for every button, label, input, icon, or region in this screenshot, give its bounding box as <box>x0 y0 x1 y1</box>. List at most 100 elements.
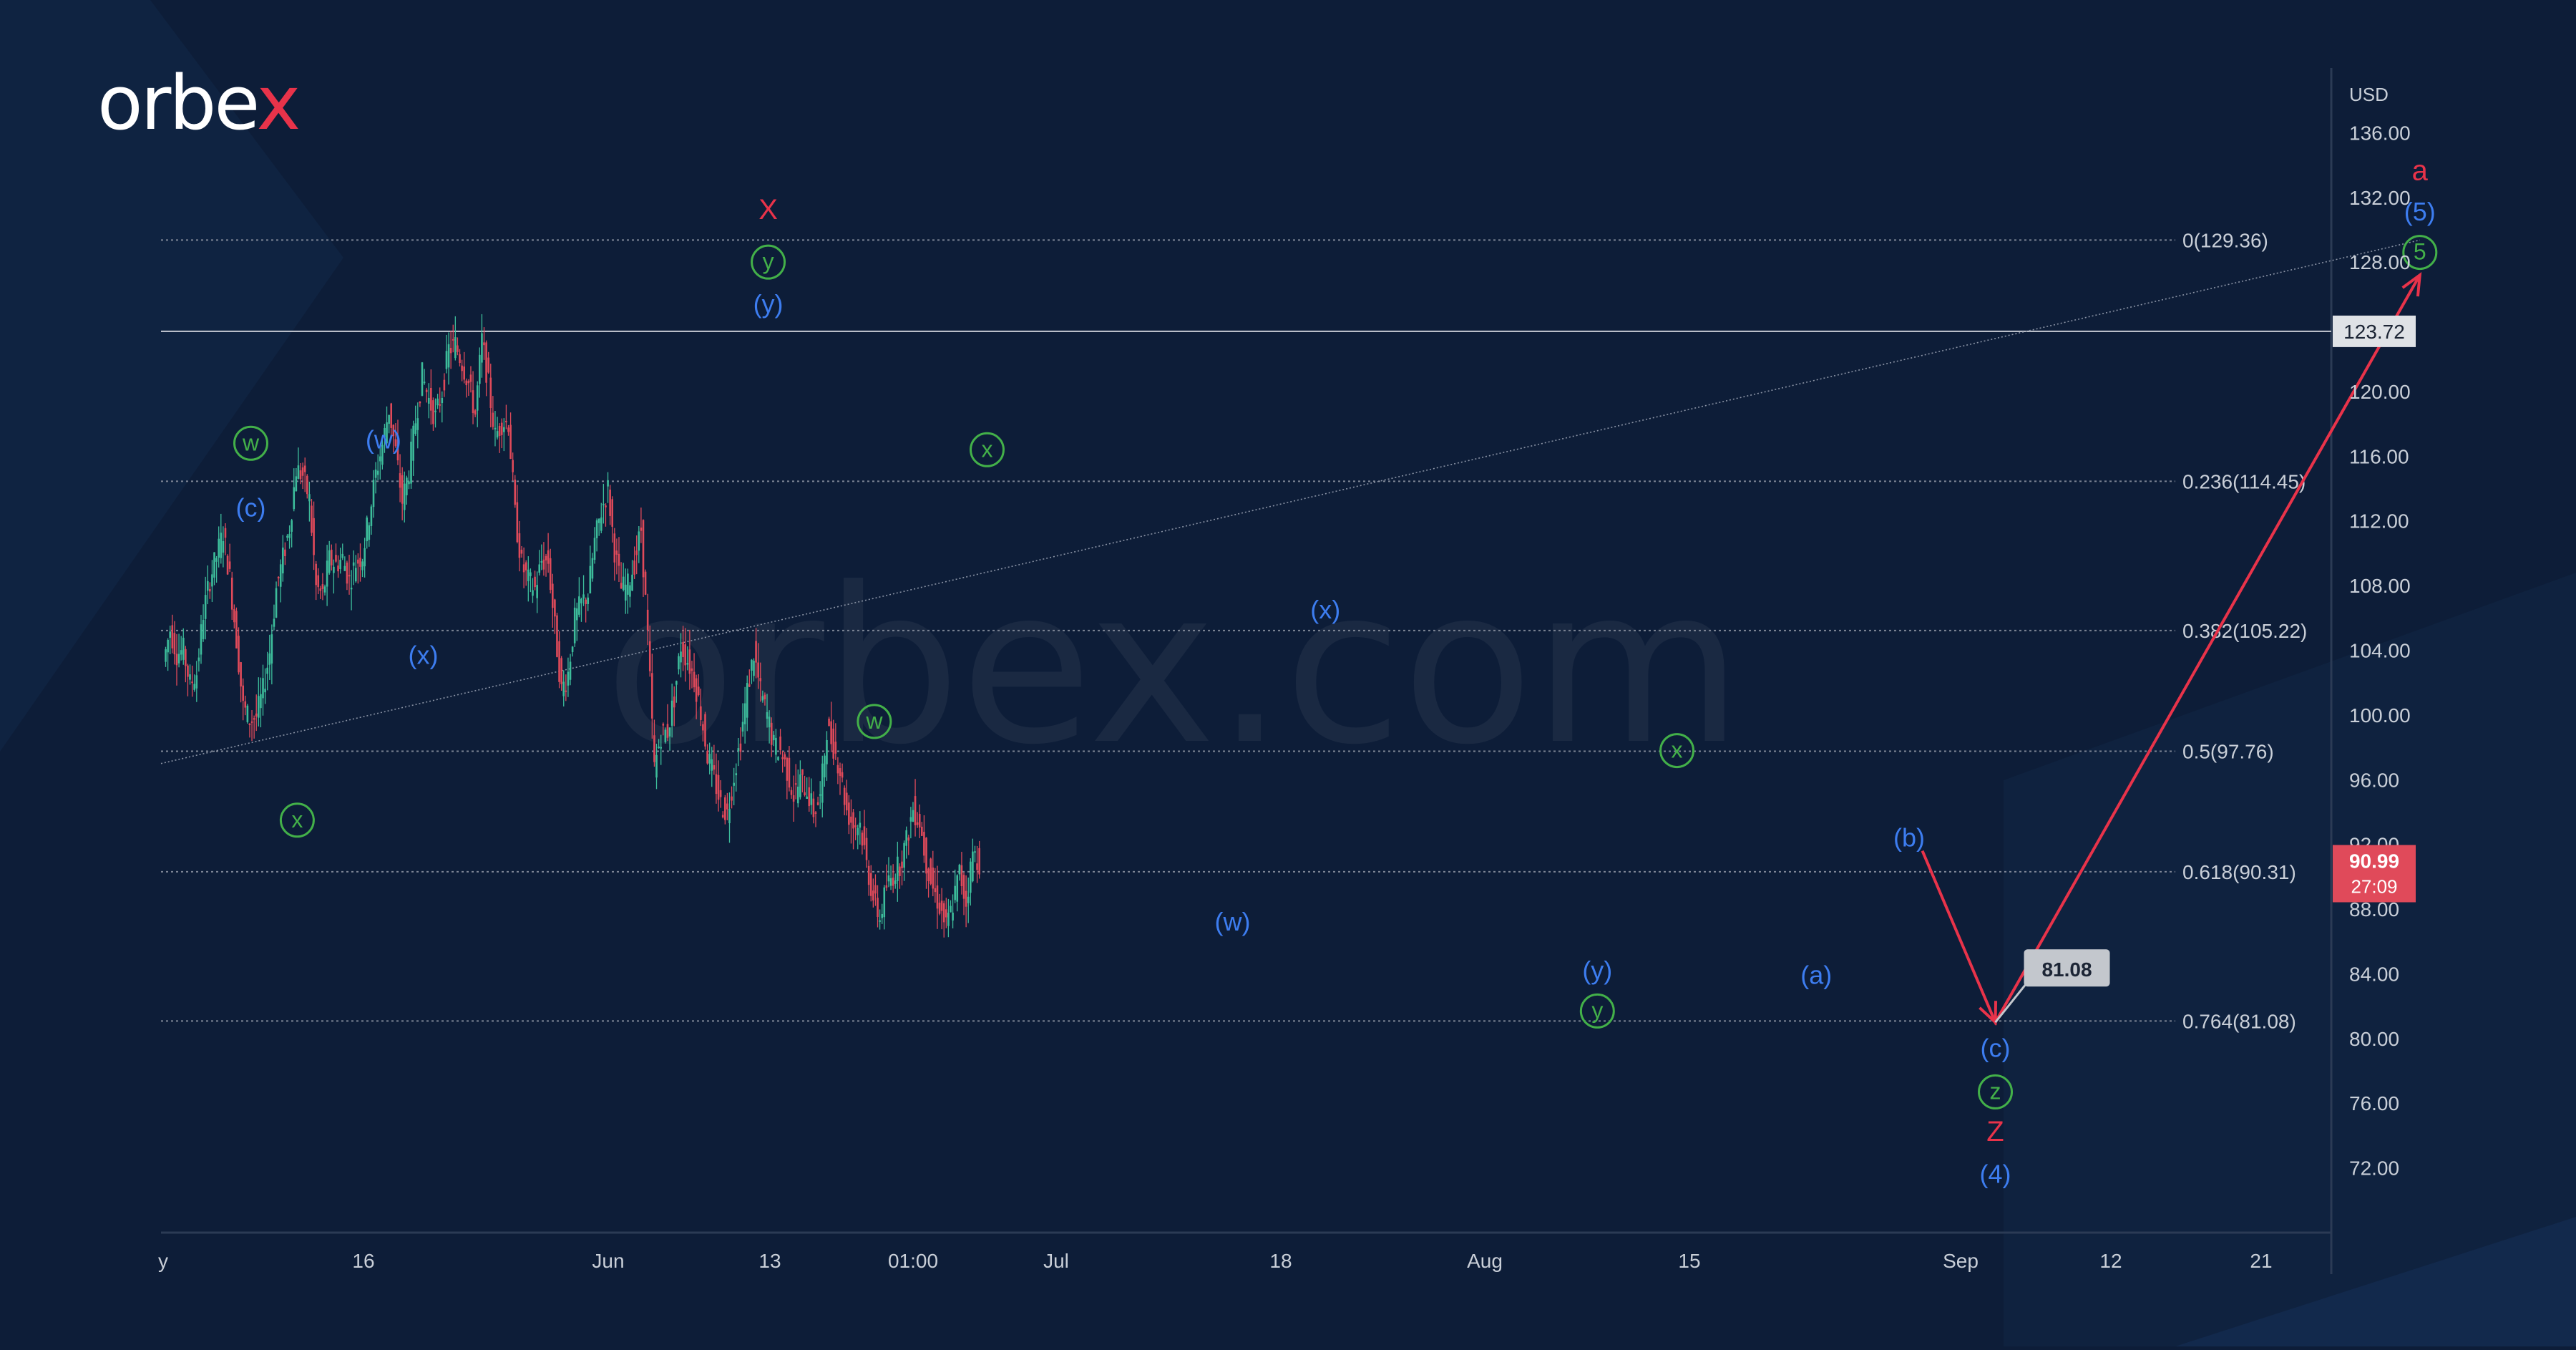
wave-label: (a) <box>1800 961 1832 990</box>
candle-body <box>859 822 862 828</box>
wave-label-circle <box>233 425 269 461</box>
candle-body <box>775 737 777 755</box>
candle-body <box>268 653 271 665</box>
price-axis-tick-label: 132.00 <box>2349 187 2411 209</box>
candle-body <box>445 351 448 369</box>
candle-body <box>463 366 465 380</box>
price-axis-tick-label: 72.00 <box>2349 1157 2399 1180</box>
candle-body <box>449 347 452 354</box>
candle-body <box>197 657 200 661</box>
candle-body <box>648 641 651 671</box>
candle-body <box>165 649 167 662</box>
candle-body <box>505 420 507 422</box>
wave-label: w <box>865 708 883 734</box>
candle-body <box>582 594 585 599</box>
price-axis-tick-label: 80.00 <box>2349 1028 2399 1050</box>
price-axis-tick-label: 96.00 <box>2349 769 2399 791</box>
candle-body <box>788 757 791 788</box>
candle-body <box>905 830 907 846</box>
candle-body <box>691 668 693 671</box>
candle-body <box>567 671 570 686</box>
candle-body <box>323 586 326 593</box>
candle-body <box>434 410 436 412</box>
candle-body <box>167 639 169 653</box>
candle-body <box>211 574 213 587</box>
candle-body <box>784 754 786 759</box>
candle-body <box>313 518 315 555</box>
candle-body <box>248 723 251 725</box>
candle-body <box>503 427 505 432</box>
candle-body <box>406 477 408 495</box>
candle-body <box>916 822 919 825</box>
candle-body <box>907 837 910 841</box>
candle-body <box>425 389 428 392</box>
candle-body <box>715 774 718 795</box>
candle-body <box>443 379 446 391</box>
candle-body <box>173 633 176 655</box>
candle-body <box>262 678 264 699</box>
candle-body <box>903 842 905 868</box>
candle-body <box>213 552 215 578</box>
candle-body <box>684 644 686 666</box>
candle-body <box>796 786 799 804</box>
candle-body <box>180 650 182 655</box>
candle-body <box>273 618 275 627</box>
candle-body <box>597 518 600 523</box>
candle-body <box>693 671 696 688</box>
time-axis-tick-label: 15 <box>1678 1250 1700 1272</box>
candle-body <box>512 460 514 472</box>
fib-level-label: 0.382(105.22) <box>2182 620 2307 642</box>
wave-label-circle <box>751 244 786 280</box>
candle-body <box>534 576 536 588</box>
candle-body <box>627 573 629 595</box>
candle-body <box>770 722 773 745</box>
candle-body <box>958 865 961 875</box>
candle-body <box>556 615 558 657</box>
candle-body <box>467 381 470 384</box>
candle-body <box>306 475 308 495</box>
target-price-tag-pointer <box>1994 982 2028 1024</box>
candle-body <box>175 654 178 666</box>
candle-body <box>346 562 348 584</box>
candle-body <box>808 787 811 807</box>
candle-body <box>551 583 554 608</box>
candle-body <box>618 553 620 566</box>
candle-body <box>731 796 733 801</box>
wave-label: (w) <box>1214 907 1250 936</box>
candle-body <box>786 757 789 781</box>
candle-body <box>472 390 474 414</box>
wave-label: (4) <box>1980 1160 2011 1189</box>
wave-label: Z <box>1986 1116 2004 1147</box>
time-axis-tick-label: Jun <box>592 1250 624 1272</box>
candle-body <box>474 410 477 415</box>
candle-body <box>538 564 541 573</box>
candle-body <box>494 427 497 429</box>
candle-body <box>520 549 523 554</box>
candle-body <box>600 517 602 531</box>
candle-body <box>509 424 512 460</box>
candle-body <box>315 563 317 586</box>
candle-body <box>384 427 386 438</box>
candle-body <box>670 700 673 726</box>
candle-body <box>962 875 965 899</box>
candle-body <box>814 812 817 814</box>
projection-arrowhead-up <box>2401 271 2422 297</box>
candle-body <box>889 878 892 886</box>
wave-label: (b) <box>1893 823 1925 853</box>
candle-body <box>746 683 748 718</box>
candle-body <box>850 816 852 823</box>
candle-body <box>297 465 300 479</box>
candle-body <box>540 561 543 563</box>
candle-body <box>279 564 282 587</box>
candle-body <box>819 794 821 796</box>
candle-body <box>662 724 665 726</box>
candle-body <box>317 575 320 588</box>
candle-body <box>759 678 762 681</box>
candle-body <box>301 467 304 476</box>
candle-body <box>492 412 494 427</box>
candle-body <box>790 790 793 795</box>
candle-body <box>887 875 890 882</box>
candle-body <box>816 802 819 805</box>
candle-body <box>333 566 335 573</box>
